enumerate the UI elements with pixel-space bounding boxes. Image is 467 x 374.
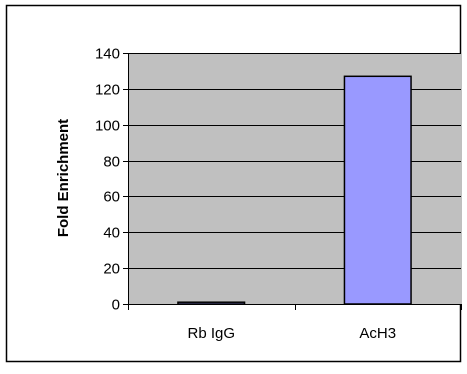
y-axis-title: Fold Enrichment [55, 119, 72, 237]
y-tick-label: 60 [103, 189, 120, 206]
y-tick-label: 100 [95, 118, 120, 135]
y-tick-label: 80 [103, 154, 120, 171]
labels: 0 20 40 60 80 100 120 140 Rb IgG AcH3 [95, 46, 396, 343]
bar-ach3 [343, 75, 412, 305]
x-category-label: AcH3 [359, 325, 396, 342]
axes [123, 53, 462, 310]
y-tick-label: 140 [95, 46, 120, 63]
y-tick-label: 20 [103, 261, 120, 278]
x-category-label: Rb IgG [187, 325, 235, 342]
y-tick-label: 120 [95, 82, 120, 99]
y-tick-label: 0 [112, 297, 120, 314]
bar-rb-igg [177, 301, 246, 305]
y-tick-label: 40 [103, 225, 120, 242]
